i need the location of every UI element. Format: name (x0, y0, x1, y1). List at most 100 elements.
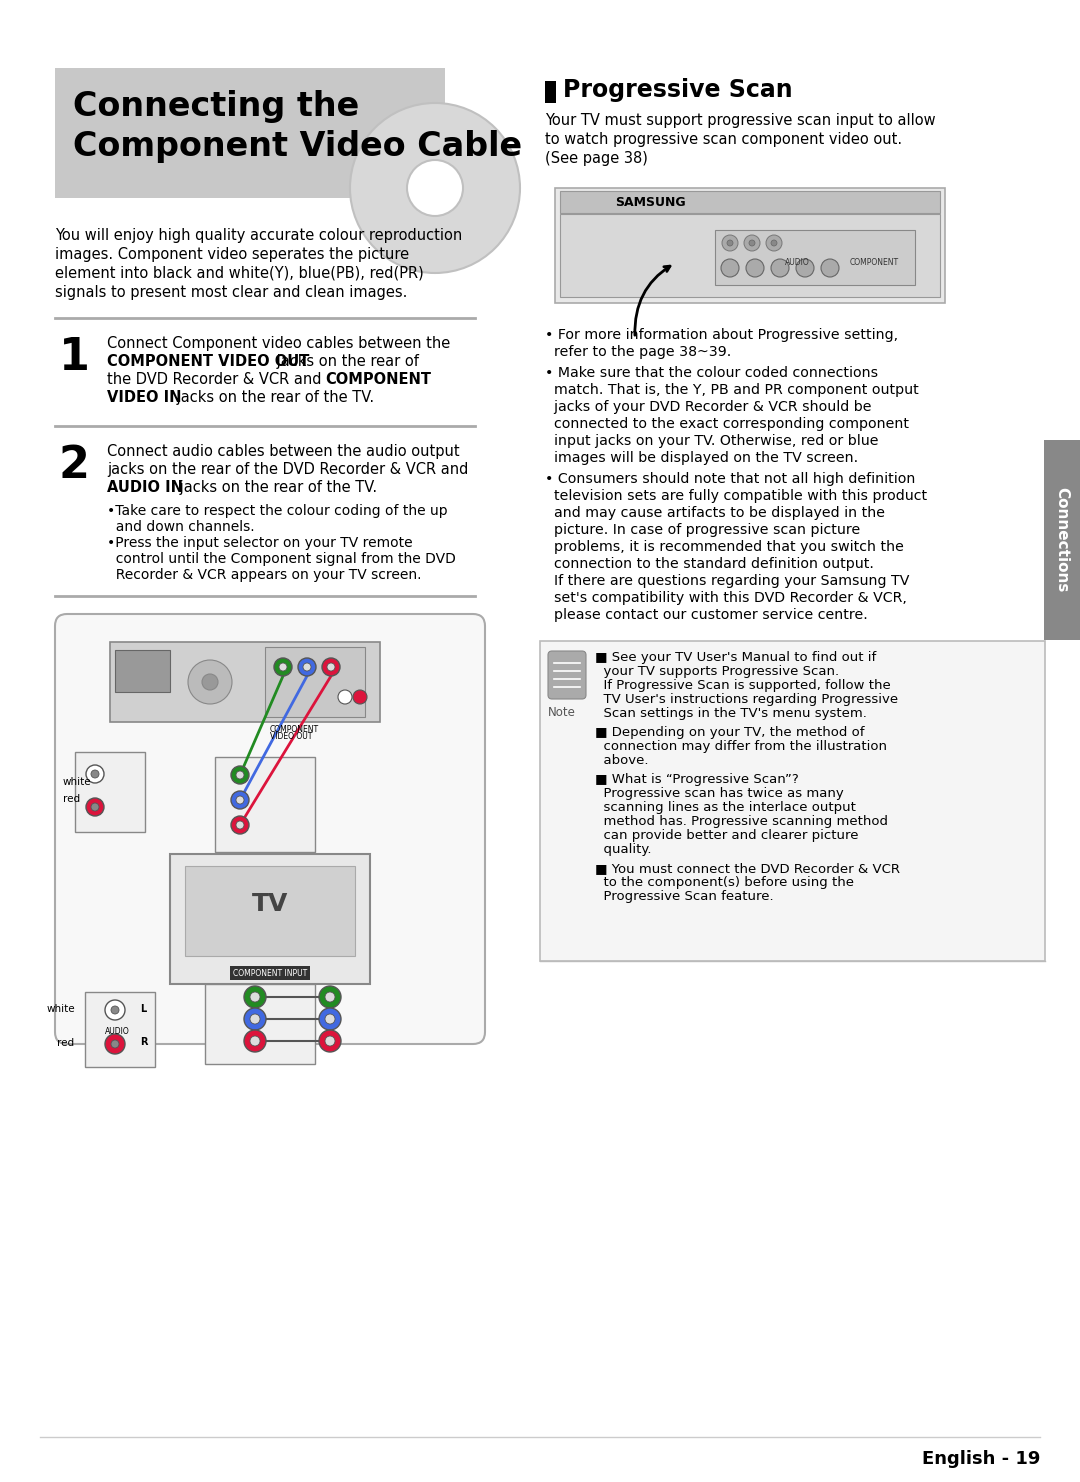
Text: •Press the input selector on your TV remote: •Press the input selector on your TV rem… (107, 536, 413, 550)
Text: ■ What is “Progressive Scan”?: ■ What is “Progressive Scan”? (595, 774, 799, 785)
Bar (540, 642, 1045, 960)
Text: jacks on the rear of the TV.: jacks on the rear of the TV. (175, 480, 377, 495)
Text: your TV supports Progressive Scan.: your TV supports Progressive Scan. (595, 665, 839, 677)
FancyBboxPatch shape (548, 651, 586, 700)
Bar (205, 984, 315, 1064)
Circle shape (105, 1034, 125, 1054)
Circle shape (750, 240, 755, 246)
Text: images will be displayed on the TV screen.: images will be displayed on the TV scree… (545, 451, 859, 465)
Text: above.: above. (595, 754, 648, 768)
Circle shape (231, 817, 249, 834)
Text: set's compatibility with this DVD Recorder & VCR,: set's compatibility with this DVD Record… (545, 591, 907, 605)
Circle shape (231, 766, 249, 784)
Bar (75, 751, 145, 831)
Bar (545, 82, 556, 104)
Text: input jacks on your TV. Otherwise, red or blue: input jacks on your TV. Otherwise, red o… (545, 434, 878, 448)
Text: element into black and white(Y), blue(PB), red(PR): element into black and white(Y), blue(PB… (55, 265, 423, 282)
Text: images. Component video seperates the picture: images. Component video seperates the pi… (55, 247, 409, 262)
Text: COMPONENT VIDEO OUT: COMPONENT VIDEO OUT (107, 354, 309, 369)
Circle shape (244, 986, 266, 1008)
Text: Scan settings in the TV's menu system.: Scan settings in the TV's menu system. (595, 707, 867, 720)
Circle shape (274, 658, 292, 676)
Circle shape (796, 259, 814, 277)
Text: jacks on the rear of: jacks on the rear of (272, 354, 419, 369)
Text: quality.: quality. (595, 843, 651, 857)
Circle shape (766, 236, 782, 250)
Text: R: R (140, 1037, 148, 1046)
Circle shape (821, 259, 839, 277)
Text: Progressive Scan feature.: Progressive Scan feature. (595, 891, 773, 903)
Text: • For more information about Progressive setting,: • For more information about Progressive… (545, 328, 899, 342)
Circle shape (237, 821, 244, 828)
Circle shape (746, 259, 764, 277)
Circle shape (249, 991, 260, 1002)
Circle shape (327, 662, 335, 671)
Text: picture. In case of progressive scan picture: picture. In case of progressive scan pic… (545, 523, 861, 536)
Text: red: red (63, 794, 80, 805)
Circle shape (298, 658, 316, 676)
Circle shape (303, 662, 311, 671)
Text: refer to the page 38~39.: refer to the page 38~39. (545, 345, 731, 359)
Text: connected to the exact corresponding component: connected to the exact corresponding com… (545, 416, 909, 431)
Text: ■ See your TV User's Manual to find out if: ■ See your TV User's Manual to find out … (595, 651, 876, 664)
Circle shape (325, 991, 335, 1002)
Text: AUDIO: AUDIO (105, 1027, 130, 1036)
Bar (85, 991, 156, 1067)
Circle shape (188, 659, 232, 704)
Text: match. That is, the Y, PB and PR component output: match. That is, the Y, PB and PR compone… (545, 382, 919, 397)
Circle shape (86, 797, 104, 817)
Circle shape (322, 658, 340, 676)
Text: You will enjoy high quality accurate colour reproduction: You will enjoy high quality accurate col… (55, 228, 462, 243)
Text: Recorder & VCR appears on your TV screen.: Recorder & VCR appears on your TV screen… (107, 568, 421, 582)
Bar (265, 648, 365, 717)
Text: TV: TV (252, 892, 288, 916)
Circle shape (86, 765, 104, 782)
Text: Connecting the: Connecting the (73, 90, 360, 123)
Circle shape (319, 1008, 341, 1030)
Circle shape (279, 662, 287, 671)
Text: AUDIO IN: AUDIO IN (107, 480, 183, 495)
Text: jacks on the rear of the DVD Recorder & VCR and: jacks on the rear of the DVD Recorder & … (107, 462, 469, 477)
Text: ■ Depending on your TV, the method of: ■ Depending on your TV, the method of (595, 726, 864, 740)
Text: jacks on the rear of the TV.: jacks on the rear of the TV. (172, 390, 374, 405)
Text: white: white (63, 777, 92, 787)
Bar (715, 230, 915, 285)
Text: 2: 2 (59, 445, 90, 488)
Circle shape (319, 1030, 341, 1052)
Bar (561, 191, 940, 213)
Circle shape (91, 803, 99, 811)
Circle shape (325, 1036, 335, 1046)
Text: the DVD Recorder & VCR and: the DVD Recorder & VCR and (107, 372, 326, 387)
Text: VIDEO OUT: VIDEO OUT (270, 732, 312, 741)
Bar (114, 651, 170, 692)
Text: can provide better and clearer picture: can provide better and clearer picture (595, 828, 859, 842)
Text: COMPONENT: COMPONENT (325, 372, 431, 387)
Text: English - 19: English - 19 (921, 1449, 1040, 1469)
Text: Component Video Cable: Component Video Cable (73, 130, 522, 163)
Text: • Consumers should note that not all high definition: • Consumers should note that not all hig… (545, 471, 916, 486)
Circle shape (237, 796, 244, 805)
Circle shape (249, 1036, 260, 1046)
Circle shape (249, 1014, 260, 1024)
Bar (170, 854, 370, 984)
Circle shape (407, 160, 463, 216)
Text: Progressive Scan: Progressive Scan (563, 79, 793, 102)
Circle shape (244, 1030, 266, 1052)
Circle shape (105, 1000, 125, 1020)
Text: please contact our customer service centre.: please contact our customer service cent… (545, 608, 867, 622)
Bar (110, 642, 380, 722)
Bar (561, 213, 940, 296)
Text: Connect Component video cables between the: Connect Component video cables between t… (107, 336, 450, 351)
Text: COMPONENT INPUT: COMPONENT INPUT (233, 969, 307, 978)
Text: method has. Progressive scanning method: method has. Progressive scanning method (595, 815, 888, 828)
Text: If Progressive Scan is supported, follow the: If Progressive Scan is supported, follow… (595, 679, 891, 692)
Text: jacks of your DVD Recorder & VCR should be: jacks of your DVD Recorder & VCR should … (545, 400, 872, 413)
Circle shape (771, 240, 777, 246)
Circle shape (111, 1006, 119, 1014)
Text: If there are questions regarding your Samsung TV: If there are questions regarding your Sa… (545, 574, 909, 588)
Text: Your TV must support progressive scan input to allow: Your TV must support progressive scan in… (545, 113, 935, 127)
Text: connection to the standard definition output.: connection to the standard definition ou… (545, 557, 874, 571)
Bar (1044, 440, 1080, 640)
Text: and down channels.: and down channels. (107, 520, 255, 534)
Circle shape (723, 236, 738, 250)
